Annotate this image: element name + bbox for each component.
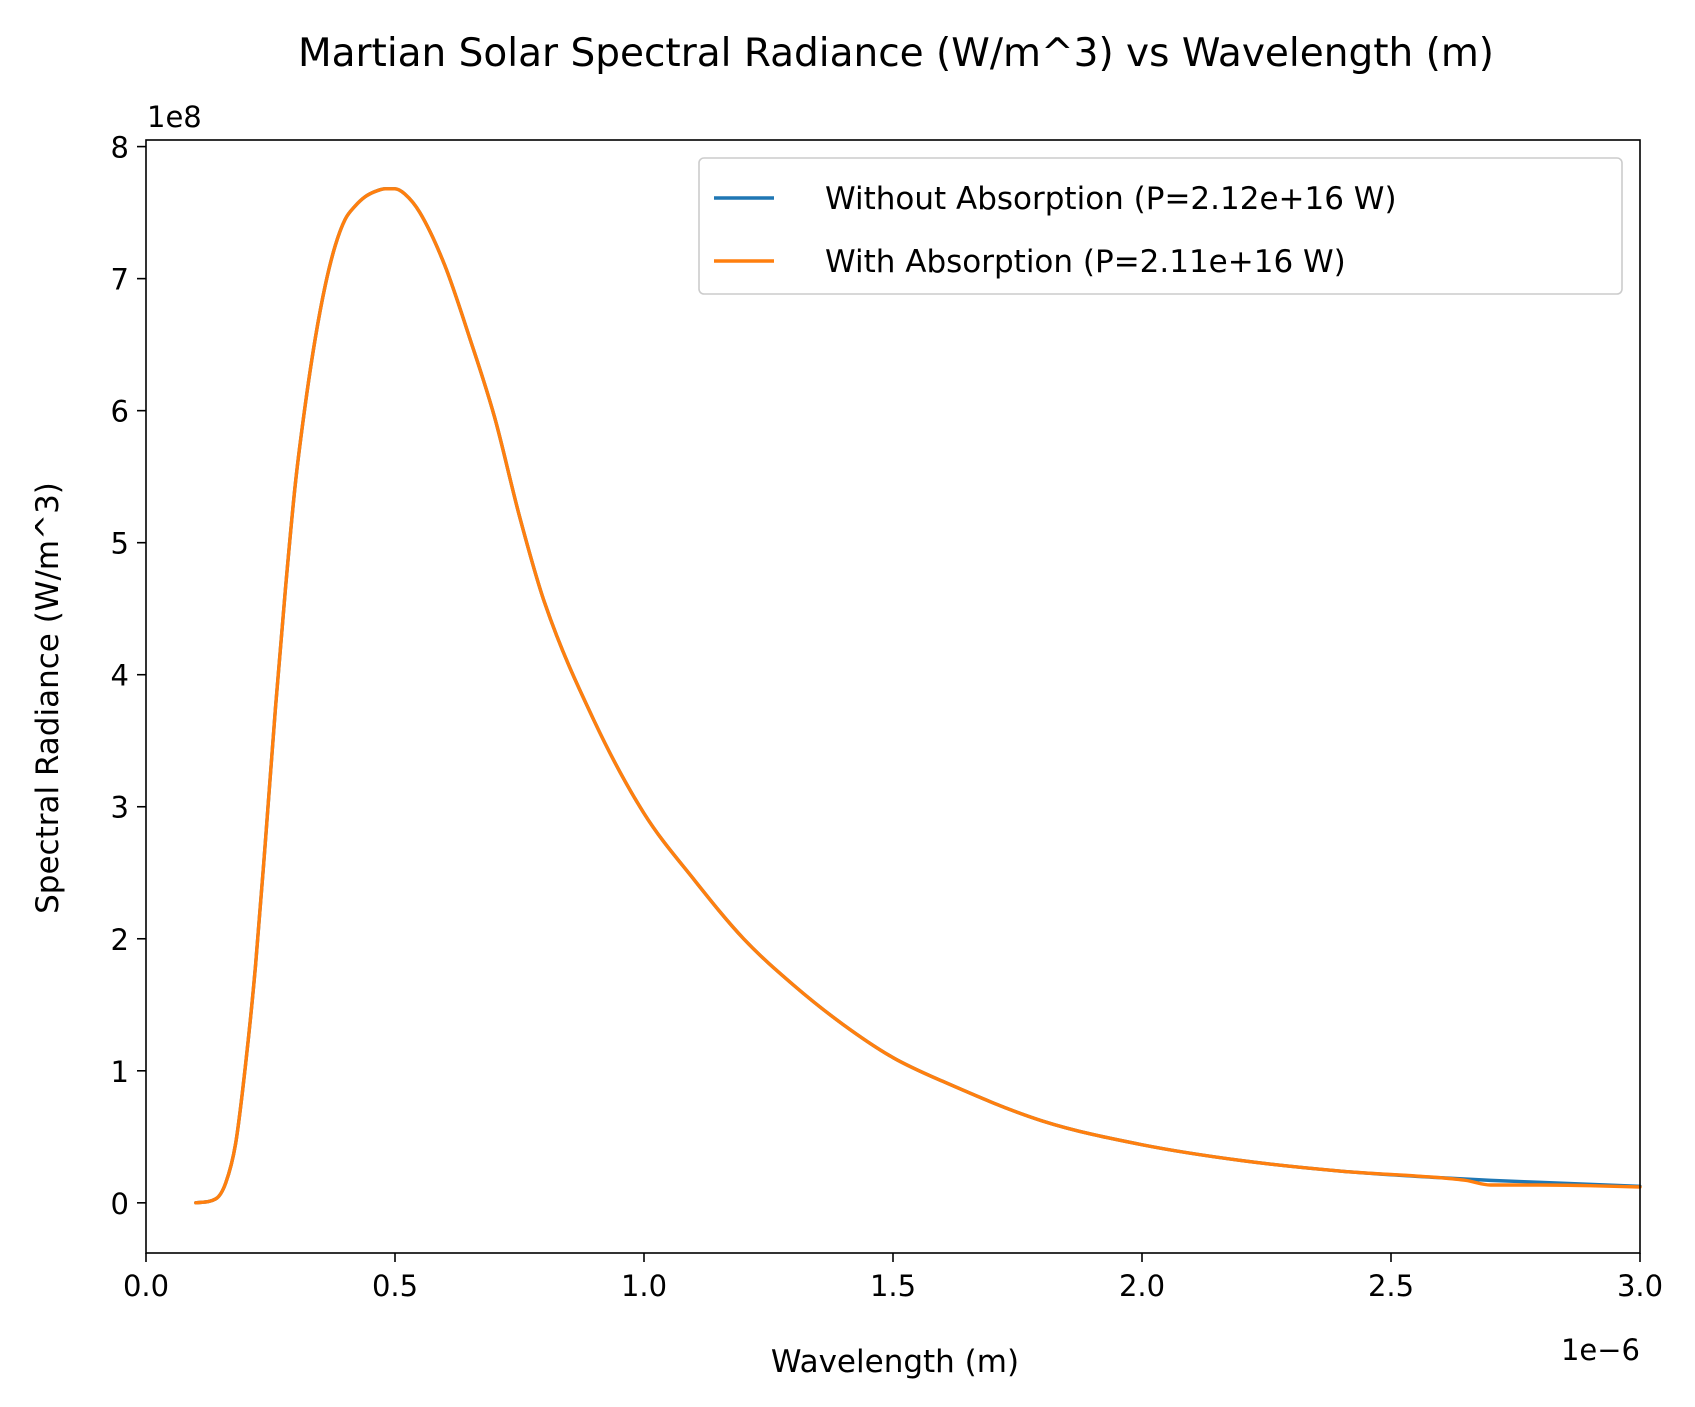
x-tick-label: 0.0 xyxy=(123,1269,169,1303)
y-tick-label: 3 xyxy=(111,791,129,825)
y-tick-label: 7 xyxy=(111,263,129,297)
legend-box xyxy=(698,157,1623,295)
x-tick-label: 2.0 xyxy=(1119,1269,1165,1303)
x-axis-ticks: 0.0 0.5 1.0 1.5 2.0 2.5 3.0 xyxy=(123,1253,1663,1303)
x-axis-offset-label: 1e−6 xyxy=(1561,1333,1640,1367)
y-tick-label: 4 xyxy=(111,659,129,693)
y-tick-label: 8 xyxy=(111,131,129,165)
y-axis-label: Spectral Radiance (W/m^3) xyxy=(30,482,66,914)
plot-lines xyxy=(194,187,1642,1205)
y-tick-label: 1 xyxy=(111,1055,129,1089)
y-tick-label: 2 xyxy=(111,923,129,957)
x-tick-label: 1.5 xyxy=(870,1269,916,1303)
x-tick-label: 1.0 xyxy=(621,1269,667,1303)
legend-label: Without Absorption (P=2.12e+16 W) xyxy=(825,181,1397,217)
chart-title: Martian Solar Spectral Radiance (W/m^3) … xyxy=(298,31,1494,76)
y-axis-ticks: 0 1 2 3 4 5 6 7 8 xyxy=(111,131,146,1221)
x-tick-label: 2.5 xyxy=(1368,1269,1414,1303)
y-axis-offset-label: 1e8 xyxy=(147,100,202,134)
legend: Without Absorption (P=2.12e+16 W) With Ab… xyxy=(698,157,1623,295)
x-axis-label: Wavelength (m) xyxy=(771,1344,1019,1380)
series-line-1 xyxy=(194,187,1642,1205)
x-tick-label: 0.5 xyxy=(372,1269,418,1303)
x-tick-label: 3.0 xyxy=(1617,1269,1663,1303)
y-tick-label: 5 xyxy=(111,527,129,561)
legend-label: With Absorption (P=2.11e+16 W) xyxy=(825,244,1346,280)
y-tick-label: 0 xyxy=(111,1187,129,1221)
y-tick-label: 6 xyxy=(111,395,129,429)
